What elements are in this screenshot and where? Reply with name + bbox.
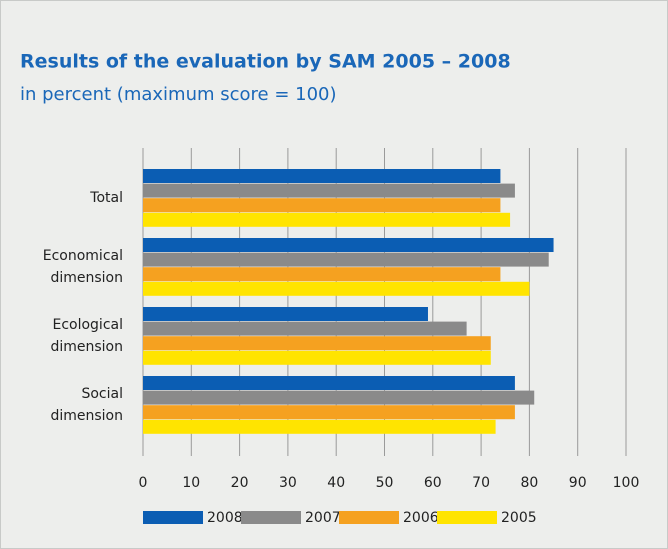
x-tick-label: 90 [569, 475, 587, 491]
chart-title: Results of the evaluation by SAM 2005 – … [20, 51, 511, 73]
x-tick-label: 100 [613, 475, 640, 491]
legend-label: 2006 [403, 510, 439, 526]
x-tick-label: 60 [424, 475, 442, 491]
x-tick-label: 80 [520, 475, 538, 491]
y-tick-label: Ecological dimension [50, 317, 123, 356]
x-tick-label: 40 [327, 475, 345, 491]
bar [143, 183, 515, 198]
legend-swatch [143, 511, 203, 524]
bar [143, 405, 515, 420]
y-tick-label: Economical dimension [42, 248, 123, 287]
legend-label: 2007 [305, 510, 341, 526]
x-tick-label: 70 [472, 475, 490, 491]
bar [143, 321, 467, 336]
legend-label: 2005 [501, 510, 537, 526]
bar [143, 390, 535, 405]
bar [143, 419, 496, 434]
bar [143, 238, 554, 252]
bar [143, 198, 501, 213]
bar [143, 252, 549, 267]
bar [143, 336, 491, 351]
y-tick-label: Total [90, 190, 123, 207]
legend-swatch [241, 511, 301, 524]
x-tick-label: 50 [376, 475, 394, 491]
bar [143, 376, 515, 390]
legend-label: 2008 [207, 510, 243, 526]
bar [143, 281, 530, 296]
bar [143, 169, 501, 183]
x-tick-label: 20 [231, 475, 249, 491]
x-tick-label: 10 [182, 475, 200, 491]
bar [143, 212, 511, 227]
x-tick-label: 0 [139, 475, 148, 491]
x-tick-label: 30 [279, 475, 297, 491]
bar [143, 350, 491, 365]
y-tick-label: Social dimension [50, 386, 123, 425]
bar [143, 267, 501, 282]
chart-subtitle: in percent (maximum score = 100) [20, 84, 337, 105]
legend-swatch [437, 511, 497, 524]
legend-swatch [339, 511, 399, 524]
bar [143, 307, 428, 321]
